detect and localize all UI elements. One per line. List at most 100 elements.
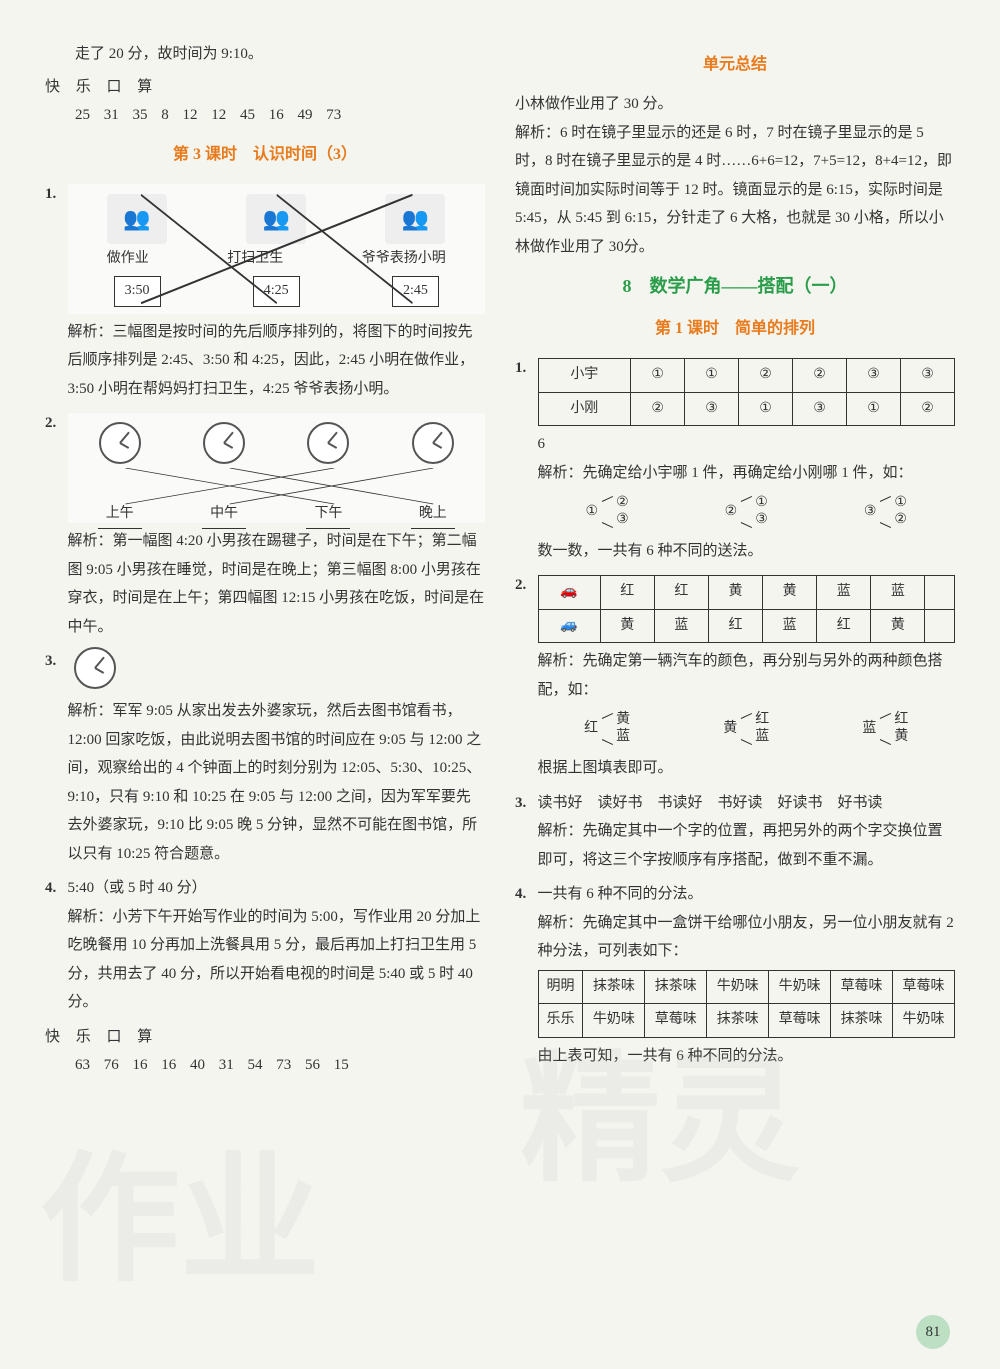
clock-icon [74, 647, 116, 689]
q2-label-2: 下午 [306, 501, 350, 529]
q2-number: 2. [45, 409, 68, 641]
mirror-jiexi: 解析：6 时在镜子里显示的还是 6 时，7 时在镜子里显示的是 5 时，8 时在… [515, 119, 955, 262]
cell: 牛奶味 [769, 970, 831, 1004]
page-number: 81 [916, 1315, 950, 1349]
r-q4-number: 4. [515, 880, 538, 1070]
clock-icon [412, 422, 454, 464]
r-q3-jiexi: 解析：先确定其中一个字的位置，再把另外的两个字交换位置即可，将这三个字按顺序有序… [538, 817, 956, 874]
branch-a: 红 [755, 712, 769, 729]
branch-b: 蓝 [755, 729, 769, 746]
q2-label-0: 上午 [98, 501, 142, 529]
cell: 小宇 [538, 358, 631, 392]
illus-homework [107, 194, 167, 244]
branch-a: ① [894, 495, 907, 512]
cell: 小刚 [538, 392, 631, 426]
cell: ① [739, 392, 793, 426]
branch-l: ③ [864, 499, 877, 526]
branch-b: ③ [616, 512, 629, 529]
chapter8-title: 8 数学广角——搭配（一） [515, 269, 955, 303]
cell: ① [847, 392, 901, 426]
r-q1-number: 1. [515, 354, 538, 565]
cell: ② [631, 392, 685, 426]
q1-number: 1. [45, 180, 68, 404]
kuaile-heading-2: 快 乐 口 算 [45, 1023, 485, 1052]
branch-l: ② [725, 499, 738, 526]
cell [925, 576, 955, 610]
q1-figure: 做作业 打扫卫生 爷爷表扬小明 3:50 4:25 2:45 [68, 184, 486, 314]
q4-jiexi: 解析：小芳下午开始写作业的时间为 5:00，写作业用 20 分加上吃晚餐用 10… [68, 903, 486, 1017]
branch-l: 红 [584, 716, 598, 743]
q4-number: 4. [45, 874, 68, 1017]
cell: 🚙 [538, 609, 600, 643]
cell: 🚗 [538, 576, 600, 610]
r-q1-ans: 6 [538, 430, 956, 459]
q2-label-3: 晚上 [411, 501, 455, 529]
r-q2-table: 🚗 红 红 黄 黄 蓝 蓝 🚙 黄 蓝 红 蓝 红 黄 [538, 575, 956, 643]
cell: 红 [654, 576, 708, 610]
cell: 乐乐 [538, 1004, 583, 1038]
cell: 草莓味 [893, 970, 955, 1004]
clock-icon [307, 422, 349, 464]
cell: 草莓味 [645, 1004, 707, 1038]
cell: 草莓味 [831, 970, 893, 1004]
r-q3-line: 读书好 读好书 书读好 书好读 好读书 好书读 [538, 789, 956, 818]
cell: 牛奶味 [583, 1004, 645, 1038]
intro-line: 走了 20 分，故时间为 9:10。 [45, 40, 485, 69]
q1-time-0: 3:50 [114, 276, 161, 307]
cell: 黄 [763, 576, 817, 610]
cell: ② [793, 358, 847, 392]
cell: ③ [793, 392, 847, 426]
nums-row-1: 25 31 35 8 12 12 45 16 49 73 [45, 101, 485, 130]
branch-b: ③ [755, 512, 768, 529]
r-q4-table: 明明 抹茶味 抹茶味 牛奶味 牛奶味 草莓味 草莓味 乐乐 牛奶味 草莓味 抹茶… [538, 970, 956, 1038]
r-q4-tail: 由上表可知，一共有 6 种不同的分法。 [538, 1042, 956, 1071]
cell: 红 [708, 609, 762, 643]
branch-b: ② [894, 512, 907, 529]
branch-l: 黄 [723, 716, 737, 743]
q2-label-1: 中午 [202, 501, 246, 529]
nums-row-2: 63 76 16 16 40 31 54 73 56 15 [45, 1051, 485, 1080]
cell: 抹茶味 [831, 1004, 893, 1038]
clock-icon [203, 422, 245, 464]
cell [925, 609, 955, 643]
cell: 牛奶味 [707, 970, 769, 1004]
q3-number: 3. [45, 647, 68, 868]
cell: ② [739, 358, 793, 392]
cell: ③ [847, 358, 901, 392]
cell: 红 [600, 576, 654, 610]
cell: 抹茶味 [645, 970, 707, 1004]
q4-ans: 5:40（或 5 时 40 分） [68, 874, 486, 903]
q1-time-2: 2:45 [392, 276, 439, 307]
r-q1-branches: ①②③ ②①③ ③①② [538, 495, 956, 529]
r-q2-tail: 根据上图填表即可。 [538, 754, 956, 783]
cell: 黄 [600, 609, 654, 643]
cell: 黄 [871, 609, 925, 643]
q1-label-1: 打扫卫生 [227, 246, 283, 273]
r-q2-jiexi: 解析：先确定第一辆汽车的颜色，再分别与另外的两种颜色搭配，如： [538, 647, 956, 704]
q3-clock [68, 647, 486, 697]
branch-l: ① [586, 499, 599, 526]
branch-b: 蓝 [616, 729, 630, 746]
r-q4-line: 一共有 6 种不同的分法。 [538, 880, 956, 909]
q1-label-0: 做作业 [107, 246, 149, 273]
lesson3-title: 第 3 课时 认识时间（3） [45, 140, 485, 170]
cell: ① [631, 358, 685, 392]
kuaile-heading: 快 乐 口 算 [45, 73, 485, 102]
lesson1-title: 第 1 课时 简单的排列 [515, 314, 955, 344]
branch-l: 蓝 [862, 716, 876, 743]
unit-summary-title: 单元总结 [515, 50, 955, 80]
branch-b: 黄 [894, 729, 908, 746]
r-q2-number: 2. [515, 571, 538, 782]
r-q1-jiexi: 解析：先确定给小宇哪 1 件，再确定给小刚哪 1 件，如： [538, 459, 956, 488]
branch-a: ② [616, 495, 629, 512]
q1-time-1: 4:25 [253, 276, 300, 307]
cell: 红 [817, 609, 871, 643]
cell: 蓝 [817, 576, 871, 610]
q1-jiexi: 解析：三幅图是按时间的先后顺序排列的，将图下的时间按先后顺序排列是 2:45、3… [68, 318, 486, 404]
cell: ① [685, 358, 739, 392]
r-q2-branches: 红黄蓝 黄红蓝 蓝红黄 [538, 712, 956, 746]
cell: 草莓味 [769, 1004, 831, 1038]
branch-a: ① [755, 495, 768, 512]
q3-jiexi: 解析：军军 9:05 从家出发去外婆家玩，然后去图书馆看书，12:00 回家吃饭… [68, 697, 486, 868]
cell: 牛奶味 [893, 1004, 955, 1038]
